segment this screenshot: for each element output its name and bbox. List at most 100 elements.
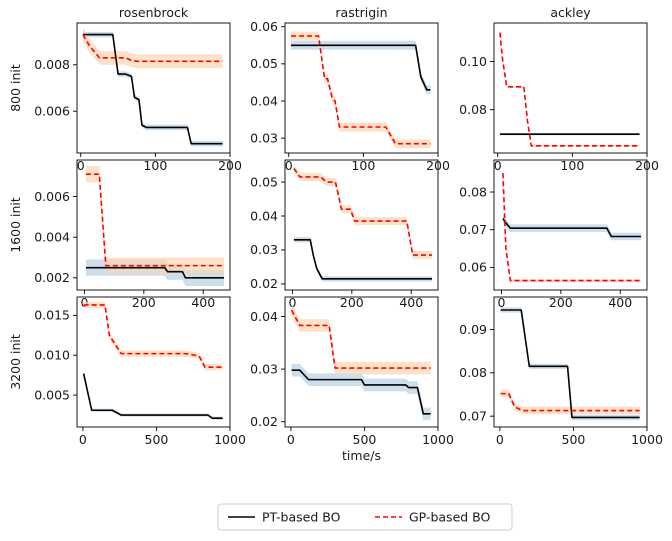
pt-series-line xyxy=(291,369,431,415)
pt-series-line xyxy=(82,33,223,145)
axes-frame xyxy=(284,159,439,291)
pt-confidence-band xyxy=(293,237,433,282)
plot-area xyxy=(85,166,225,286)
pt-confidence-band xyxy=(82,31,223,147)
gp-confidence-band xyxy=(293,164,433,260)
y-tick-label: 0.002 xyxy=(34,270,70,285)
x-tick-label: 100 xyxy=(560,158,584,173)
panel-r2-c1: 0 500 1000 0.02 0.03 0.04 time/s xyxy=(250,296,454,463)
legend-pt-label: PT-based BO xyxy=(262,510,341,525)
plot-area xyxy=(290,303,431,421)
pt-series-line xyxy=(500,309,640,419)
axes-frame xyxy=(284,22,439,154)
axes-frame xyxy=(76,22,231,154)
pt-series-line xyxy=(82,373,223,420)
gp-confidence-band xyxy=(82,27,223,69)
y-tick-label: 0.05 xyxy=(250,56,278,71)
x-tick-label: 100 xyxy=(351,158,375,173)
y-tick-label: 0.08 xyxy=(459,365,487,380)
x-tick-label: 500 xyxy=(353,432,377,447)
x-axis-label: time/s xyxy=(342,448,381,463)
gp-series-line xyxy=(293,168,433,256)
y-tick-label: 0.10 xyxy=(459,54,487,69)
axes-frame xyxy=(493,159,648,291)
row-label: 1600 init xyxy=(8,197,23,253)
plot-area xyxy=(82,301,223,420)
panel-r2-c2: 0 500 1000 0.07 0.08 0.09 xyxy=(459,296,663,447)
panel-title: rastrigin xyxy=(335,5,387,20)
panel-r1-c2: 0 200 400 0.06 0.07 0.08 xyxy=(459,159,648,310)
row-label: 800 init xyxy=(8,64,23,112)
pt-confidence-band xyxy=(83,371,223,420)
y-tick-label: 0.04 xyxy=(250,309,278,324)
y-tick-label: 0.07 xyxy=(459,408,487,423)
x-tick-label: 0 xyxy=(497,295,505,310)
plot-area xyxy=(499,31,640,147)
panels: 0 100 200 0.006 0.008 rosenbrock 800 init 0 100 2… xyxy=(8,5,663,463)
x-tick-label: 1000 xyxy=(631,432,663,447)
axes-frame xyxy=(76,159,231,291)
axes-frame xyxy=(493,22,648,154)
plot-area xyxy=(293,164,433,282)
y-tick-label: 0.07 xyxy=(459,222,487,237)
gp-series-line xyxy=(290,35,431,145)
y-tick-label: 0.015 xyxy=(34,308,70,323)
y-tick-label: 0.03 xyxy=(250,130,278,145)
y-tick-label: 0.08 xyxy=(459,184,487,199)
gp-confidence-band xyxy=(85,166,225,274)
panel-title: ackley xyxy=(550,5,591,20)
gp-series-line xyxy=(85,173,225,267)
x-tick-label: 1000 xyxy=(214,432,246,447)
y-tick-label: 0.05 xyxy=(250,174,278,189)
axes-frame xyxy=(493,296,648,428)
legend: PT-based BO GP-based BO xyxy=(217,503,513,531)
legend-gp-label: GP-based BO xyxy=(409,510,491,525)
plot-area xyxy=(82,27,223,147)
y-tick-label: 0.005 xyxy=(34,387,70,402)
gp-series-line xyxy=(502,173,642,282)
y-tick-label: 0.09 xyxy=(459,322,487,337)
x-tick-label: 400 xyxy=(191,295,215,310)
pt-confidence-band xyxy=(290,40,431,95)
y-tick-label: 0.06 xyxy=(250,19,278,34)
gp-confidence-band xyxy=(499,31,640,147)
pt-series-line xyxy=(85,266,225,279)
pt-series-line xyxy=(293,238,433,280)
y-tick-label: 0.008 xyxy=(34,57,70,72)
axes-frame xyxy=(284,296,439,428)
gp-confidence-band xyxy=(290,31,431,149)
x-tick-label: 0 xyxy=(79,432,87,447)
plot-area xyxy=(502,171,642,283)
x-tick-label: 0 xyxy=(496,432,504,447)
x-tick-label: 0 xyxy=(287,432,295,447)
x-tick-label: 400 xyxy=(608,295,632,310)
plot-area xyxy=(290,31,431,149)
y-tick-label: 0.06 xyxy=(459,260,487,275)
y-tick-label: 0.02 xyxy=(250,414,278,429)
x-tick-label: 200 xyxy=(340,295,364,310)
plot-area xyxy=(500,307,640,421)
y-tick-label: 0.04 xyxy=(250,208,278,223)
row-label: 3200 init xyxy=(8,334,23,390)
gp-series-line xyxy=(82,34,223,63)
x-tick-label: 0 xyxy=(288,295,296,310)
gp-series-line xyxy=(83,304,223,368)
y-tick-label: 0.006 xyxy=(34,104,70,119)
y-tick-label: 0.010 xyxy=(34,348,70,363)
gp-series-line xyxy=(290,309,431,369)
gp-confidence-band xyxy=(500,389,640,415)
gp-series-line xyxy=(499,32,640,147)
axes-frame xyxy=(76,296,231,428)
panel-r1-c1: 0 200 400 0.02 0.03 0.04 0.05 xyxy=(250,159,439,310)
panel-r2-c0: 0 500 1000 0.005 0.010 0.015 3200 init xyxy=(8,296,246,447)
gp-confidence-band xyxy=(291,303,431,375)
x-tick-label: 500 xyxy=(562,432,586,447)
panel-title: rosenbrock xyxy=(119,5,189,20)
y-tick-label: 0.006 xyxy=(34,189,70,204)
y-tick-label: 0.004 xyxy=(34,229,70,244)
panel-r1-c0: 0 200 400 0.002 0.004 0.006 1600 init xyxy=(8,159,231,310)
